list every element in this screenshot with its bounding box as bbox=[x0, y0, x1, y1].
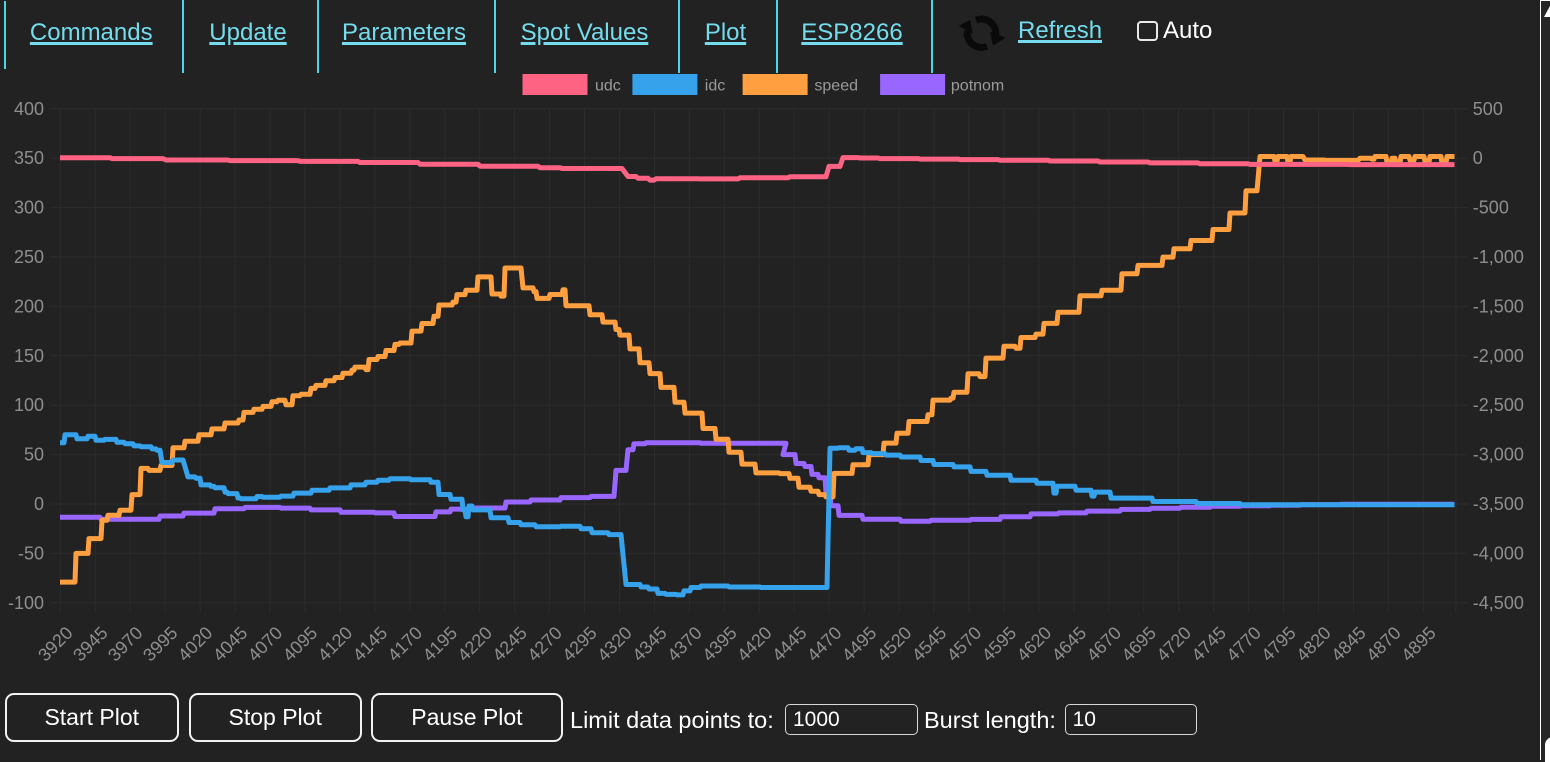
svg-text:4895: 4895 bbox=[1397, 623, 1439, 665]
svg-text:4195: 4195 bbox=[419, 623, 461, 665]
svg-text:-4,000: -4,000 bbox=[1473, 543, 1524, 563]
svg-text:4420: 4420 bbox=[733, 623, 775, 665]
svg-text:4520: 4520 bbox=[873, 623, 915, 665]
svg-text:4720: 4720 bbox=[1153, 623, 1195, 665]
svg-text:4570: 4570 bbox=[943, 623, 985, 665]
svg-text:4820: 4820 bbox=[1292, 623, 1334, 665]
svg-text:4120: 4120 bbox=[314, 623, 356, 665]
svg-text:potnom: potnom bbox=[951, 78, 1004, 95]
svg-text:4295: 4295 bbox=[558, 623, 600, 665]
svg-text:4395: 4395 bbox=[698, 623, 740, 665]
svg-text:4445: 4445 bbox=[768, 623, 810, 665]
svg-text:0: 0 bbox=[34, 494, 44, 514]
svg-text:3945: 3945 bbox=[69, 623, 111, 665]
svg-text:idc: idc bbox=[705, 78, 725, 95]
svg-text:400: 400 bbox=[14, 99, 44, 119]
svg-text:-3,000: -3,000 bbox=[1473, 445, 1524, 465]
svg-text:speed: speed bbox=[814, 78, 858, 95]
svg-text:200: 200 bbox=[14, 296, 44, 316]
svg-text:-4,500: -4,500 bbox=[1473, 593, 1524, 613]
svg-text:-100: -100 bbox=[8, 593, 44, 613]
svg-text:-50: -50 bbox=[18, 543, 44, 563]
svg-text:4245: 4245 bbox=[488, 623, 530, 665]
svg-text:150: 150 bbox=[14, 346, 44, 366]
svg-text:-500: -500 bbox=[1473, 198, 1509, 218]
svg-text:4620: 4620 bbox=[1013, 623, 1055, 665]
svg-text:4345: 4345 bbox=[628, 623, 670, 665]
svg-text:4695: 4695 bbox=[1118, 623, 1160, 665]
svg-text:4270: 4270 bbox=[523, 623, 565, 665]
svg-text:500: 500 bbox=[1473, 99, 1503, 119]
svg-text:4220: 4220 bbox=[454, 623, 496, 665]
svg-text:4795: 4795 bbox=[1257, 623, 1299, 665]
svg-text:4595: 4595 bbox=[978, 623, 1020, 665]
svg-text:300: 300 bbox=[14, 198, 44, 218]
svg-text:3920: 3920 bbox=[34, 623, 76, 665]
svg-text:0: 0 bbox=[1473, 148, 1483, 168]
svg-text:4670: 4670 bbox=[1083, 623, 1125, 665]
svg-text:4745: 4745 bbox=[1188, 623, 1230, 665]
svg-text:-1,000: -1,000 bbox=[1473, 247, 1524, 267]
svg-text:4070: 4070 bbox=[244, 623, 286, 665]
svg-text:4370: 4370 bbox=[663, 623, 705, 665]
svg-text:3970: 3970 bbox=[104, 623, 146, 665]
svg-text:4845: 4845 bbox=[1327, 623, 1369, 665]
svg-text:-1,500: -1,500 bbox=[1473, 296, 1524, 316]
svg-text:250: 250 bbox=[14, 247, 44, 267]
svg-text:-2,000: -2,000 bbox=[1473, 346, 1524, 366]
svg-text:4770: 4770 bbox=[1222, 623, 1264, 665]
svg-text:3995: 3995 bbox=[139, 623, 181, 665]
svg-text:4020: 4020 bbox=[174, 623, 216, 665]
svg-text:4045: 4045 bbox=[209, 623, 251, 665]
svg-text:4870: 4870 bbox=[1362, 623, 1404, 665]
svg-text:4545: 4545 bbox=[908, 623, 950, 665]
svg-text:4320: 4320 bbox=[593, 623, 635, 665]
svg-text:50: 50 bbox=[24, 445, 44, 465]
svg-text:4095: 4095 bbox=[279, 623, 321, 665]
svg-text:350: 350 bbox=[14, 148, 44, 168]
svg-text:4145: 4145 bbox=[349, 623, 391, 665]
svg-text:4645: 4645 bbox=[1048, 623, 1090, 665]
svg-text:udc: udc bbox=[595, 78, 621, 95]
svg-text:4470: 4470 bbox=[803, 623, 845, 665]
svg-text:-3,500: -3,500 bbox=[1473, 494, 1524, 514]
svg-text:4495: 4495 bbox=[838, 623, 880, 665]
svg-text:4170: 4170 bbox=[384, 623, 426, 665]
svg-text:-2,500: -2,500 bbox=[1473, 395, 1524, 415]
svg-text:100: 100 bbox=[14, 395, 44, 415]
